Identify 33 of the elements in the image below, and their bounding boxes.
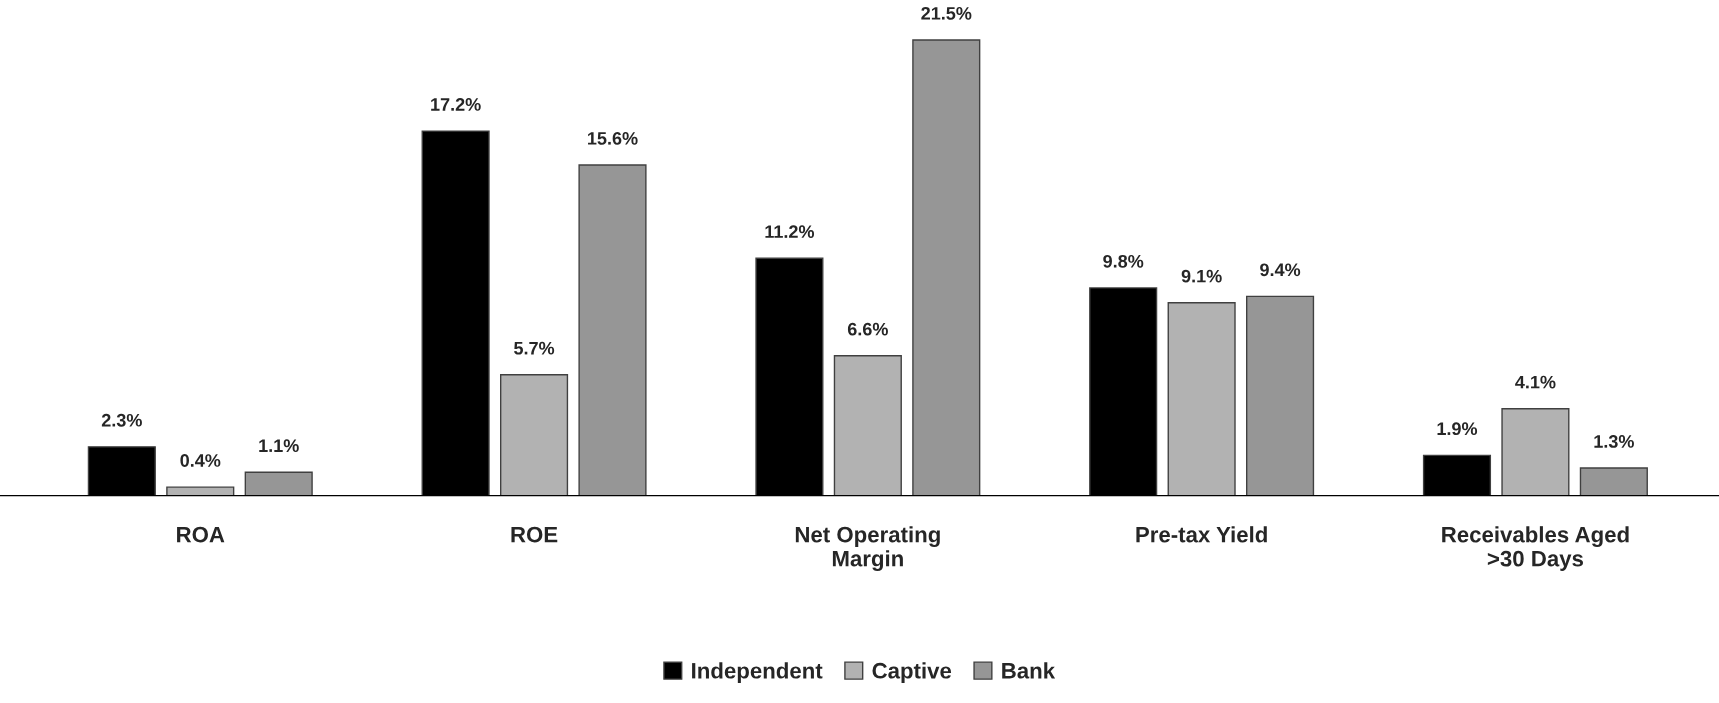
data-label: 9.4% [1260,263,1301,277]
data-label: 17.2% [431,98,481,111]
data-label: 15.6% [588,131,638,145]
x-tick-label: Receivables Aged >30 Days [1442,526,1629,571]
data-label: 2.3% [101,413,142,427]
x-tick-label: Net Operating Margin [795,526,940,572]
bar [166,486,235,496]
x-tick-label: ROE [511,526,558,543]
data-label: 0.4% [180,454,221,467]
x-tick-label: Pre-tax Yield [1136,526,1267,543]
bar [244,471,313,496]
bar [1167,302,1236,496]
x-tick-label: ROA [177,526,225,543]
bar [1579,467,1648,496]
data-label: 21.5% [921,6,972,20]
bar [578,164,647,496]
legend-label: Independent [692,662,823,683]
bar [1501,408,1570,496]
data-label: 1.1% [259,439,299,453]
data-label: 1.9% [1437,422,1478,436]
data-label: 4.1% [1515,375,1556,389]
data-label: 6.6% [847,322,888,336]
data-label: 11.2% [765,225,815,238]
bar [499,374,569,496]
bar [912,39,981,496]
bar [833,355,902,496]
data-label: 9.8% [1103,254,1144,268]
data-label: 1.3% [1594,435,1634,448]
legend-label: Bank [1002,662,1056,679]
legend-label: Captive [872,662,952,683]
data-label: 5.7% [514,341,555,355]
data-label: 9.1% [1181,269,1222,283]
bar [1245,295,1315,496]
